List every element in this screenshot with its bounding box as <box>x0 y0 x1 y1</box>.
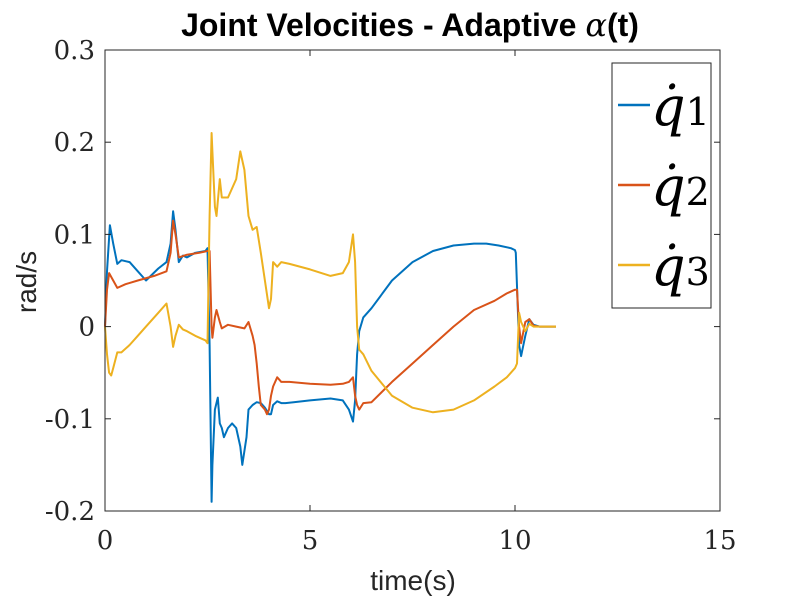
series-line-q1 <box>104 210 556 503</box>
y-tick-label: 0.3 <box>54 36 95 66</box>
y-tick-label: -0.2 <box>45 497 95 527</box>
series-line-q2 <box>104 219 556 416</box>
plot-area <box>104 132 556 503</box>
x-tick-label: 15 <box>703 526 736 556</box>
legend-label-q3: q̇3 <box>651 235 710 298</box>
y-axis: -0.2 -0.1 0 0.1 0.2 0.3 <box>45 36 720 527</box>
legend-label-q1: q̇1 <box>651 75 710 138</box>
y-tick-label: -0.1 <box>45 405 95 435</box>
legend-label-q2: q̇2 <box>651 155 710 218</box>
axes-box <box>104 49 721 512</box>
y-tick-label: 0 <box>78 313 95 343</box>
x-axis-label: time(s) <box>370 565 456 596</box>
x-tick-label: 0 <box>97 526 114 556</box>
x-axis: 0 5 10 15 <box>97 50 737 556</box>
y-axis-label: rad/s <box>11 251 42 313</box>
y-tick-label: 0.2 <box>54 128 95 158</box>
y-tick-label: 0.1 <box>54 220 95 250</box>
x-tick-label: 5 <box>302 526 319 556</box>
x-tick-label: 10 <box>498 526 531 556</box>
chart-title: Joint Velocities - Adaptive α(t) <box>181 6 639 44</box>
legend: q̇1 q̇2 q̇3 <box>611 62 712 309</box>
series-line-q3 <box>104 132 556 414</box>
